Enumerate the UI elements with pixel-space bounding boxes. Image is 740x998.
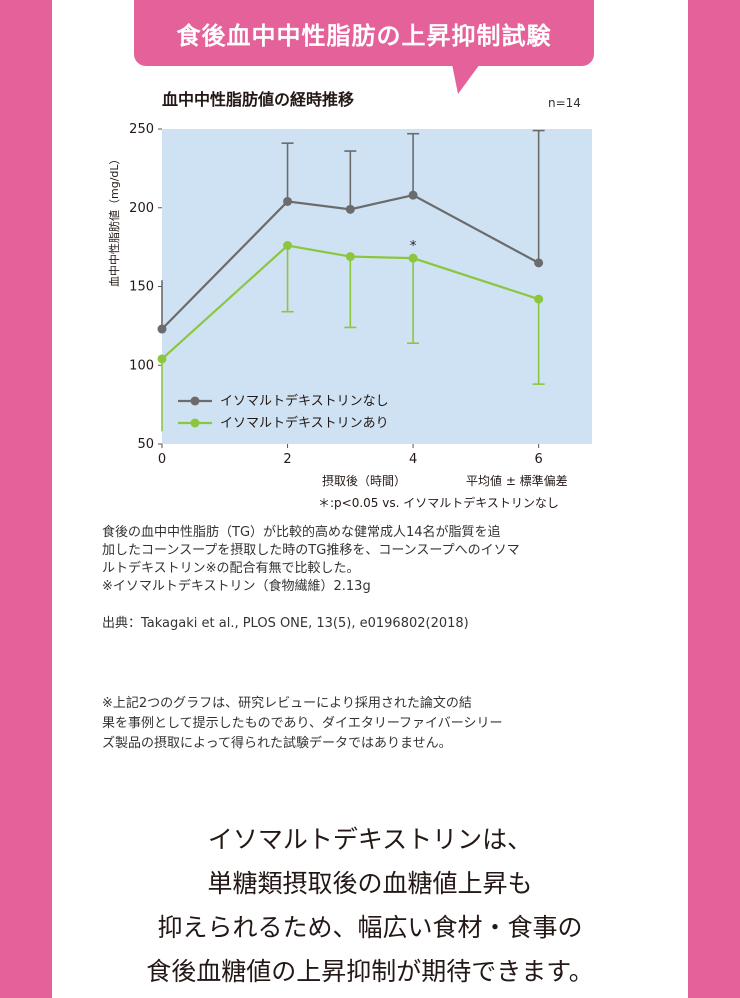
conclusion-line: 抑えられるため、幅広い食材・食事の: [157, 913, 583, 942]
y-tick-label: 200: [129, 201, 154, 216]
disclaimer-line: ズ製品の摂取によって得られた試験データではありません。: [102, 736, 452, 751]
error-bar-note: 平均値 ± 標準偏差: [466, 474, 568, 488]
conclusion-line: イソマルトデキストリンは、: [207, 825, 533, 854]
line-chart: 250 200 150 100 50 0 2 4 6 * イソマルトデキストリンなしイソマルトデキス…: [129, 122, 592, 467]
study-description: 食後の血中中性脂肪（TG）が比較的高めな健常成人14名が脂質を追 加したコーンス…: [102, 524, 642, 596]
banner-title: 食後血中中性脂肪の上昇抑制試験: [176, 21, 552, 50]
conclusion-line: 食後血糖値の上昇抑制が期待できます。: [146, 957, 594, 986]
chart-title: 血中中性脂肪値の経時推移: [162, 90, 355, 109]
conclusion-text: イソマルトデキストリンは、 単糖類摂取後の血糖値上昇も 抑えられるため、幅広い食…: [52, 818, 688, 994]
x-tick-label: 2: [283, 452, 291, 467]
significance-marker: *: [410, 239, 417, 254]
legend-label: イソマルトデキストリンあり: [220, 415, 389, 431]
data-point: [345, 252, 355, 262]
description-line: ※イソマルトデキストリン（食物繊維）2.13g: [102, 579, 371, 594]
description-line: 食後の血中中性脂肪（TG）が比較的高めな健常成人14名が脂質を追: [102, 525, 501, 540]
y-tick-label: 50: [137, 437, 154, 452]
legend-marker: [190, 418, 200, 428]
plot-area: [162, 129, 592, 444]
y-tick-label: 150: [129, 280, 154, 295]
legend-label: イソマルトデキストリンなし: [220, 393, 389, 409]
x-tick-label: 6: [535, 452, 543, 467]
description-line: ルトデキストリン※の配合有無で比較した。: [102, 561, 360, 576]
data-point: [345, 204, 355, 214]
significance-note: ＊:p<0.05 vs. イソマルトデキストリンなし: [318, 496, 559, 510]
x-axis-label: 摂取後（時間）: [322, 474, 407, 488]
data-point: [408, 253, 418, 263]
data-point: [534, 294, 544, 304]
disclaimer-line: 果を事例として提示したものであり、ダイエタリーファイバーシリー: [102, 716, 503, 731]
data-point: [283, 241, 293, 251]
y-tick-label: 250: [129, 122, 154, 137]
disclaimer-line: ※上記2つのグラフは、研究レビューにより採用された論文の結: [102, 696, 472, 711]
sample-size-label: n=14: [548, 96, 581, 110]
section-banner: 食後血中中性脂肪の上昇抑制試験: [134, 0, 594, 66]
disclaimer: ※上記2つのグラフは、研究レビューにより採用された論文の結 果を事例として提示し…: [102, 694, 642, 754]
legend-marker: [190, 396, 200, 406]
data-point: [157, 324, 167, 334]
description-line: 加したコーンスープを摂取した時のTG推移を、コーンスープへのイソマ: [102, 543, 520, 558]
data-point: [408, 190, 418, 200]
banner-speech-tail: [452, 64, 480, 94]
source-citation: 出典：Takagaki et al., PLOS ONE, 13(5), e01…: [102, 616, 469, 631]
x-tick-label: 4: [409, 452, 417, 467]
y-tick-label: 100: [129, 358, 154, 373]
conclusion-line: 単糖類摂取後の血糖値上昇も: [207, 869, 533, 898]
y-axis-label: 血中中性脂肪値（mg/dL）: [108, 153, 121, 287]
data-point: [534, 258, 544, 268]
data-point: [157, 354, 167, 364]
data-point: [283, 196, 293, 206]
x-tick-label: 0: [158, 452, 166, 467]
